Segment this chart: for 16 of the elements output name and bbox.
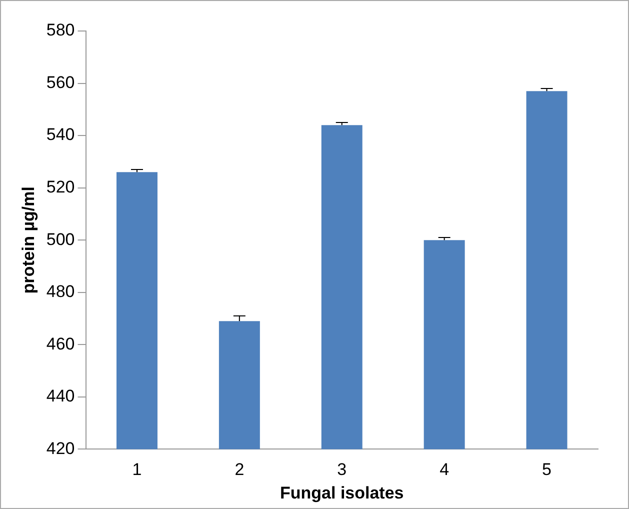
y-tick-label: 440 [46,386,75,406]
y-tick-label: 420 [46,438,75,458]
y-tick-label: 540 [46,125,75,144]
y-axis-title: protein µg/ml [18,186,38,294]
y-tick-label: 520 [46,178,75,197]
x-tick-label: 5 [542,460,552,480]
y-tick-label: 500 [46,230,75,249]
y-tick-label: 460 [46,334,75,354]
x-tick-label: 4 [440,460,450,480]
x-tick-label: 1 [132,460,142,480]
x-tick-label: 2 [234,460,244,480]
x-axis-title: Fungal isolates [280,483,404,502]
y-tick-label: 560 [46,72,75,92]
y-tick-label: 480 [46,282,75,302]
x-tick-label: 3 [337,460,347,480]
y-tick-label: 580 [46,20,75,40]
